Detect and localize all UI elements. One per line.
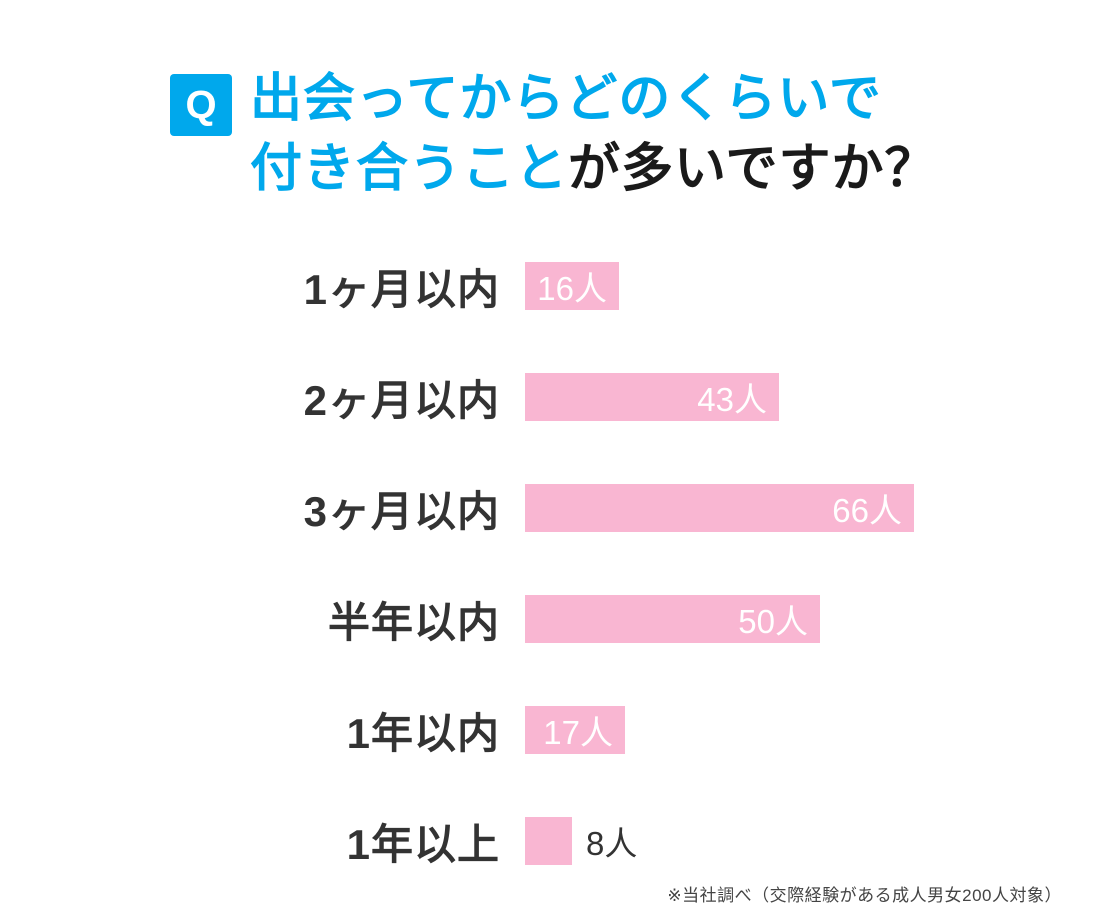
bar: 17人 (525, 706, 625, 755)
value-label: 16人 (537, 270, 607, 308)
bar-area: 66人 (525, 484, 914, 533)
bar-area: 43人 (525, 373, 779, 422)
survey-note: ※当社調べ（交際経験がある成人男女200人対象） (667, 886, 1062, 905)
category-label: 1ヶ月以内 (303, 265, 500, 313)
bar-area: 50人 (525, 595, 820, 644)
bar: 50人 (525, 595, 820, 644)
bar-area: 16人 (525, 262, 619, 311)
bar-area: 8人 (525, 817, 638, 866)
bar (525, 817, 572, 866)
value-label: 8人 (586, 825, 638, 863)
category-label: 2ヶ月以内 (303, 376, 500, 424)
value-label: 50人 (738, 603, 808, 641)
title-line1: 出会ってからどのくらいで (250, 70, 882, 128)
q-badge: Q (170, 74, 232, 136)
chart-row: 1ヶ月以内 16人 (0, 262, 1100, 313)
chart-row: 半年以内 50人 (0, 595, 1100, 646)
category-label: 半年以内 (327, 598, 500, 646)
page-title: 出会ってからどのくらいで 付き合うことが多いですか？ (250, 64, 937, 204)
value-label: 66人 (832, 492, 902, 530)
title-line2-black: が多いですか？ (568, 140, 938, 199)
title-block: Q 出会ってからどのくらいで 付き合うことが多いですか？ (0, 0, 1100, 204)
category-label: 1年以上 (346, 820, 500, 868)
value-label: 43人 (697, 381, 767, 419)
chart-row: 1年以内 17人 (0, 706, 1100, 757)
category-label: 3ヶ月以内 (303, 487, 500, 535)
value-label: 17人 (543, 714, 613, 752)
bar: 16人 (525, 262, 619, 311)
chart-row: 3ヶ月以内 66人 (0, 484, 1100, 535)
chart-row: 2ヶ月以内 43人 (0, 373, 1100, 424)
bar-area: 17人 (525, 706, 625, 755)
category-label: 1年以内 (346, 709, 500, 757)
chart-row: 1年以上 8人 (0, 817, 1100, 868)
bar: 43人 (525, 373, 779, 422)
bar: 66人 (525, 484, 914, 533)
title-line2-blue: 付き合うこと (250, 140, 569, 199)
bar-chart: 1ヶ月以内 16人 2ヶ月以内 43人 3ヶ月以内 66人 半年以内 50人 1年以内 17人 1年… (0, 262, 1100, 868)
